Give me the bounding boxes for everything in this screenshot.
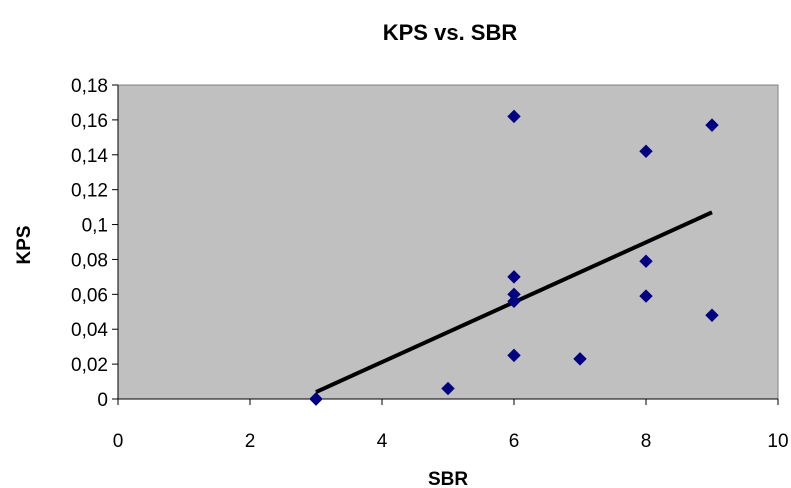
y-tick-label: 0,04 <box>71 320 108 341</box>
data-point <box>705 308 719 322</box>
data-point <box>441 381 455 396</box>
data-point <box>507 270 521 284</box>
data-point <box>309 392 323 406</box>
plot-area <box>117 84 779 400</box>
y-tick-label: 0,06 <box>71 285 108 306</box>
y-axis: 0 0,02 0,04 0,06 0,08 0,1 0,12 0,14 0,16 0,18 <box>71 76 119 411</box>
y-tick-label: 0,14 <box>71 146 108 167</box>
y-tick-label: 0 <box>97 390 108 411</box>
chart-title: KPS vs. SBR <box>383 20 518 45</box>
x-tick-label: 0 <box>113 431 124 452</box>
x-tick-label: 8 <box>641 431 652 452</box>
data-point <box>639 289 653 303</box>
data-point <box>573 352 587 366</box>
data-point <box>507 109 521 124</box>
x-axis: 0 2 4 6 8 10 <box>113 398 789 452</box>
data-point <box>507 348 521 363</box>
x-tick-label: 6 <box>509 431 520 452</box>
y-tick-label: 0,16 <box>71 111 108 132</box>
y-tick-label: 0,1 <box>82 216 108 237</box>
x-tick-label: 10 <box>767 431 788 452</box>
y-tick-label: 0,08 <box>71 250 108 271</box>
data-point <box>507 294 521 309</box>
x-tick-label: 4 <box>377 431 388 452</box>
data-point <box>639 254 653 268</box>
x-tick-label: 2 <box>245 431 256 452</box>
y-axis-label: KPS <box>14 225 35 264</box>
data-points <box>309 109 719 406</box>
y-tick-label: 0,12 <box>71 181 108 202</box>
data-point <box>639 144 653 158</box>
y-tick-label: 0,02 <box>71 355 108 376</box>
x-axis-label: SBR <box>428 469 468 488</box>
data-point <box>705 118 719 132</box>
y-tick-label: 0,18 <box>71 76 108 97</box>
